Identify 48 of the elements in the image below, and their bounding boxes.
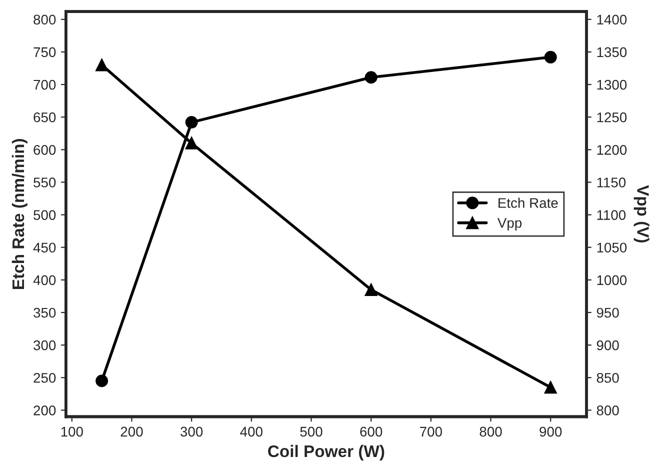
x-tick-label: 500	[300, 426, 322, 437]
y-tick-label: 400	[33, 275, 56, 286]
x-tick-label: 300	[180, 426, 203, 437]
x-tick-label: 200	[120, 426, 143, 437]
y2-tick-label: 900	[596, 340, 619, 350]
y-axis-title: Etch Rate (nm/min)	[12, 139, 28, 289]
x-tick-label: 600	[360, 426, 382, 437]
y2-tick-label: 800	[596, 406, 619, 416]
y2-tick-label: 1100	[597, 210, 626, 220]
y2-tick-label: 1200	[597, 144, 627, 155]
y-tick-label: 600	[34, 144, 56, 155]
y-tick-label: 650	[34, 112, 56, 122]
y-tick-label: 300	[34, 340, 56, 350]
x-axis-title: Coil Power (W)	[268, 444, 384, 460]
y-tick-label: 800	[34, 14, 56, 25]
y2-tick-label: 1150	[597, 178, 626, 188]
x-tick-label: 100	[61, 426, 83, 437]
y-tick-label: 200	[34, 406, 56, 416]
y-tick-label: 700	[34, 80, 56, 90]
y2-tick-label: 1400	[597, 14, 627, 25]
y2-tick-label: 1000	[597, 275, 627, 286]
point	[185, 116, 198, 129]
point	[364, 71, 378, 84]
point	[364, 283, 378, 296]
point	[544, 50, 557, 64]
point	[96, 374, 108, 388]
y-tick-label: 550	[34, 178, 56, 188]
point	[544, 381, 557, 394]
y-tick-label: 250	[34, 372, 56, 383]
y2-tick-label: 850	[596, 372, 619, 383]
y2-tick-label: 1300	[597, 80, 627, 90]
x-tick-label: 700	[420, 426, 442, 437]
x-tick-label: 900	[540, 426, 562, 437]
y2-tick-label: 950	[596, 308, 619, 318]
y2-tick-label: 1250	[597, 112, 627, 122]
x-tick-label: 800	[480, 426, 502, 437]
y2-tick-label: 1050	[597, 242, 627, 253]
y2-tick-label: 1350	[597, 47, 627, 58]
y-tick-label: 500	[34, 210, 56, 220]
y-tick-label: 350	[34, 308, 56, 318]
point	[96, 58, 108, 72]
y2-axis-title: Vpp (V)	[634, 185, 650, 242]
legend-label: Etch Rate	[498, 198, 558, 208]
legend-label: Vpp	[497, 218, 522, 231]
y-tick-label: 450	[33, 242, 56, 253]
y-tick-label: 750	[34, 47, 56, 58]
x-tick-label: 400	[240, 426, 262, 437]
point	[185, 136, 198, 150]
